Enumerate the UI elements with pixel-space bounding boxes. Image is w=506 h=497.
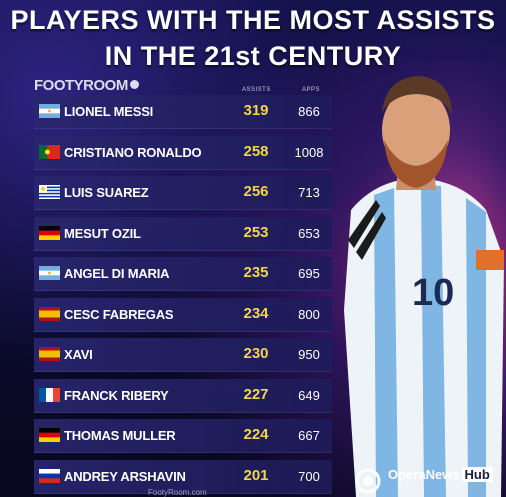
player-name: MESUT OZIL [64, 225, 141, 241]
player-row: ANGEL DI MARIA 235 695 [34, 257, 332, 291]
player-photo: 10 [336, 60, 506, 497]
player-apps: 653 [298, 225, 320, 241]
watermark-text: OperaNews [388, 467, 460, 482]
player-apps: 950 [298, 347, 320, 362]
player-name: CRISTIANO RONALDO [64, 144, 202, 160]
ball-icon [129, 80, 139, 89]
player-row: MESUT OZIL 253 653 [34, 216, 332, 251]
player-apps: 649 [298, 387, 320, 403]
player-row: XAVI 230 950 [34, 338, 332, 372]
player-apps: 800 [298, 306, 320, 322]
player-assists: 230 [243, 345, 269, 362]
player-assists: 235 [243, 264, 269, 281]
brand-logo: FOOTYROOM [34, 77, 139, 94]
apps-column-header: APPS [302, 87, 321, 93]
player-assists: 253 [243, 223, 269, 241]
player-name: FRANCK RIBERY [64, 387, 169, 403]
argentina-flag-icon [39, 266, 60, 280]
title-line-1: PLAYERS WITH THE MOST ASSISTS [10, 5, 496, 35]
player-apps: 667 [298, 428, 320, 443]
player-name: CESC FABREGAS [64, 306, 174, 322]
svg-text:10: 10 [412, 272, 454, 314]
uruguay-flag-icon [39, 185, 60, 199]
player-assists: 234 [243, 304, 269, 322]
player-assists: 256 [243, 183, 269, 200]
player-assists: 258 [243, 142, 269, 160]
france-flag-icon [39, 387, 60, 402]
germany-flag-icon [39, 225, 60, 240]
spain-flag-icon [39, 306, 60, 321]
player-name: ANGEL DI MARIA [64, 266, 170, 281]
player-apps: 1008 [294, 144, 324, 160]
player-row: CESC FABREGAS 234 800 [34, 297, 332, 332]
player-row: THOMAS MULLER 224 667 [34, 419, 332, 453]
player-name: ANDREY ARSHAVIN [64, 468, 186, 484]
assists-column-header: ASSISTS [242, 87, 271, 93]
player-row: LIONEL MESSI 319 866 [34, 95, 332, 129]
player-assists: 319 [243, 102, 269, 119]
watermark: OperaNews Hub [388, 467, 493, 482]
russia-flag-icon [39, 468, 60, 483]
player-assists: 224 [243, 426, 269, 443]
argentina-flag-icon [39, 104, 60, 118]
germany-flag-icon [39, 428, 60, 442]
player-name: LIONEL MESSI [64, 104, 154, 119]
player-apps: 700 [298, 468, 320, 484]
player-apps: 713 [298, 185, 320, 200]
player-row: LUIS SUAREZ 256 713 [34, 176, 332, 210]
player-row: FRANCK RIBERY 227 649 [34, 378, 332, 413]
player-name: XAVI [64, 347, 93, 362]
footer-credit: FootyRoom.com [148, 488, 207, 497]
watermark-badge: Hub [461, 467, 493, 482]
brand-text: FOOTYROOM [34, 77, 128, 94]
opera-news-icon [355, 468, 381, 494]
player-apps: 866 [298, 104, 320, 119]
player-assists: 201 [243, 466, 269, 484]
portugal-flag-icon [39, 144, 60, 159]
player-row: ANDREY ARSHAVIN 201 700 [34, 459, 332, 494]
player-apps: 695 [298, 266, 320, 281]
player-assists: 227 [243, 385, 269, 403]
player-name: LUIS SUAREZ [64, 185, 149, 200]
player-row: CRISTIANO RONALDO 258 1008 [34, 135, 332, 170]
spain-flag-icon [39, 347, 60, 361]
player-name: THOMAS MULLER [64, 428, 176, 443]
